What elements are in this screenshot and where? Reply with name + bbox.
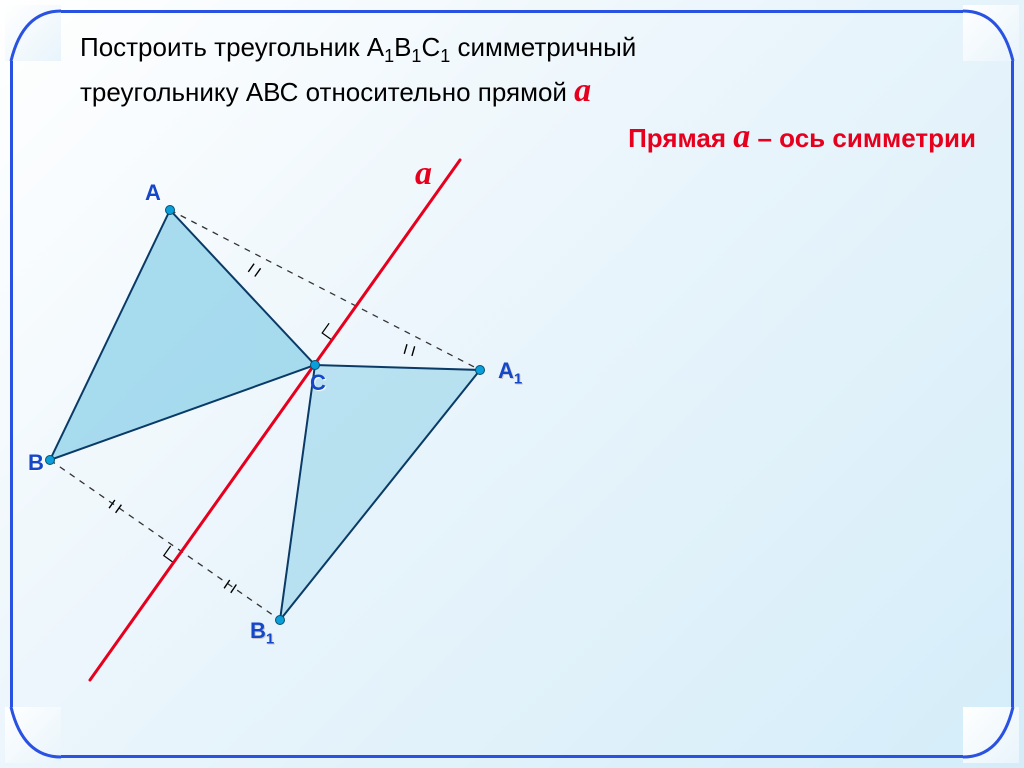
label-A-text: А [145, 180, 161, 205]
title-text-1b: В [394, 32, 411, 62]
label-A1: А1 [498, 358, 522, 387]
label-B1-sub: 1 [266, 630, 274, 647]
slide-subtitle: Прямая a – ось симметрии [628, 118, 976, 156]
title-sub-2: 1 [411, 46, 421, 66]
label-A1-text: А [498, 358, 514, 383]
label-B-text: В [28, 450, 44, 475]
title-axis-letter: a [574, 72, 591, 109]
slide-root: Построить треугольник А1В1С1 симметричны… [0, 0, 1024, 768]
label-A: А [145, 180, 161, 206]
label-B1-text: В [250, 618, 266, 643]
label-axis-text: a [415, 155, 432, 192]
title-text-1c: С [421, 32, 440, 62]
title-text-2: треугольнику АВС относительно прямой [80, 77, 574, 107]
geometry-svg [20, 140, 660, 700]
label-B: В [28, 450, 44, 476]
corner-bottom-right [963, 707, 1019, 763]
label-C-text: С [310, 370, 326, 395]
subtitle-axis-letter: a [733, 118, 750, 155]
title-text-1a: Построить треугольник А [80, 32, 384, 62]
corner-top-left [5, 5, 61, 61]
label-A1-sub: 1 [514, 370, 522, 387]
title-text-1d: симметричный [450, 32, 636, 62]
title-sub-3: 1 [440, 46, 450, 66]
corner-top-right [963, 5, 1019, 61]
slide-title: Построить треугольник А1В1С1 симметричны… [80, 30, 900, 114]
geometry-diagram: А В С А1 В1 a [20, 140, 660, 700]
label-C: С [310, 370, 326, 396]
label-axis: a [415, 155, 432, 193]
subtitle-suffix: – ось симметрии [750, 123, 976, 153]
title-sub-1: 1 [384, 46, 394, 66]
label-B1: В1 [250, 618, 274, 647]
corner-bottom-left [5, 707, 61, 763]
